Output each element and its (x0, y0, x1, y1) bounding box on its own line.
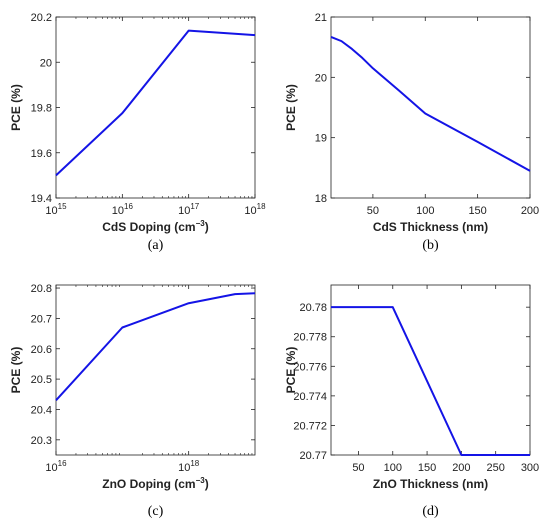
x-tick-label: 300 (521, 462, 539, 474)
plot-frame (330, 284, 531, 456)
series-line (55, 29, 256, 177)
y-tick-label: 20.8 (31, 283, 52, 295)
plot-frame (330, 16, 531, 199)
y-axis-label: PCE (%) (9, 84, 23, 131)
x-tick-label: 150 (468, 205, 486, 217)
y-tick-label: 20.4 (31, 404, 52, 416)
y-tick-label: 20.774 (293, 391, 327, 403)
y-tick-label: 19.6 (31, 148, 52, 160)
x-tick-label: 50 (367, 205, 379, 217)
panel-caption: (c) (148, 504, 164, 519)
chart-c: 1016 1018 20.3 20.4 20.5 20.6 20.7 20.8 ZnO Dopi… (9, 283, 256, 519)
y-tick-label: 20.776 (293, 361, 327, 373)
x-tick-label: 1017 (178, 202, 200, 217)
panel-caption: (b) (422, 238, 439, 253)
y-tick-label: 20.778 (293, 332, 327, 344)
x-tick-label: 1016 (45, 459, 67, 474)
x-axis-label: CdS Doping (cm−3) (102, 219, 208, 234)
series-line (331, 306, 530, 456)
x-tick-label: 200 (452, 462, 470, 474)
y-tick-label: 19 (315, 133, 327, 145)
y-tick-label: 20.3 (31, 435, 52, 447)
x-tick-label: 100 (384, 462, 402, 474)
x-axis-label: CdS Thickness (nm) (373, 220, 488, 234)
panel-caption: (a) (148, 238, 164, 253)
y-tick-label: 20.78 (299, 302, 327, 314)
y-tick-label: 20.772 (293, 420, 327, 432)
y-axis-label: PCE (%) (284, 84, 298, 131)
y-axis-label: PCE (%) (284, 347, 298, 394)
x-tick-label: 1016 (112, 202, 134, 217)
plot-frame (55, 284, 256, 456)
x-axis-label: ZnO Doping (cm−3) (102, 476, 208, 491)
x-tick-label: 50 (352, 462, 364, 474)
x-tick-label: 100 (416, 205, 434, 217)
chart-a: 1015 1016 1017 1018 19.4 19.6 19.8 20 20.2 CdS Do… (9, 12, 266, 253)
x-tick-label: 200 (521, 205, 539, 217)
x-tick-label: 150 (418, 462, 436, 474)
y-tick-label: 19.4 (31, 193, 52, 205)
chart-b: 50 100 150 200 18 19 20 21 CdS Thickness (nm) PCE… (284, 12, 539, 253)
y-tick-label: 20.5 (31, 374, 52, 386)
x-tick-label: 1015 (45, 202, 67, 217)
y-tick-label: 21 (315, 12, 327, 24)
y-tick-label: 20 (315, 72, 327, 84)
y-tick-label: 20.6 (31, 344, 52, 356)
y-tick-label: 20.2 (31, 12, 52, 24)
y-tick-label: 20 (40, 57, 52, 69)
y-tick-label: 20.7 (31, 313, 52, 325)
panel-caption: (d) (422, 504, 439, 519)
y-tick-label: 18 (315, 193, 327, 205)
x-tick-label: 1018 (178, 459, 200, 474)
x-axis-label: ZnO Thickness (nm) (373, 477, 488, 491)
x-tick-label: 1018 (244, 202, 266, 217)
chart-d: 50 100 150 200 250 300 20.77 20.772 20.774 20.776… (284, 284, 539, 519)
series-line (55, 292, 256, 402)
series-line (330, 35, 531, 172)
x-tick-label: 250 (487, 462, 505, 474)
y-tick-label: 20.77 (299, 450, 327, 462)
y-axis-label: PCE (%) (9, 347, 23, 394)
plot-frame (55, 16, 256, 199)
y-tick-label: 19.8 (31, 103, 52, 115)
